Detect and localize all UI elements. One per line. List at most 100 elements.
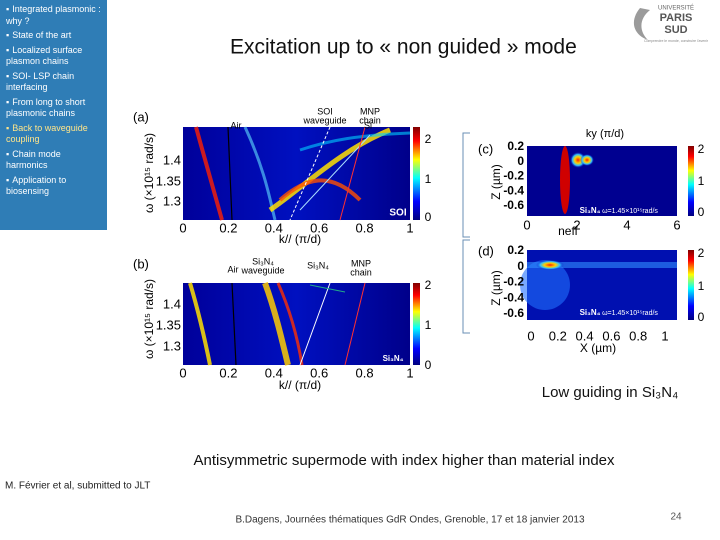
x-tick-label: 6: [673, 217, 680, 232]
curve-label: Si₃N₄: [252, 256, 274, 266]
colorbar-tick-label: 2: [698, 246, 705, 260]
y-tick-label: 0.2: [507, 139, 524, 153]
colorbar-tick-label: 0: [425, 358, 432, 372]
annotation: ω=1.45×10¹⁵rad/s: [602, 208, 658, 215]
x-tick-label: 0: [523, 217, 530, 232]
y-tick-label: -0.6: [503, 198, 524, 212]
curve-label: Air: [228, 264, 239, 274]
x-tick-label: 0.4: [265, 220, 283, 235]
heatmap-a: [183, 126, 420, 221]
colorbar-tick-label: 2: [698, 142, 705, 156]
inset-label: SOI: [389, 208, 406, 219]
y-tick-label: 1.35: [156, 317, 181, 332]
y-tick-label: 0: [517, 259, 524, 273]
logo: UNIVERSITÉ PARIS SUD Comprendre le monde…: [633, 5, 709, 43]
colorbar-tick-label: 0: [698, 205, 705, 219]
panel-label: (c): [478, 141, 493, 156]
logo-text: UNIVERSITÉ: [658, 5, 694, 12]
curve-label: Si: [364, 120, 372, 130]
curve-label: SOI: [317, 106, 333, 116]
reference: M. Février et al, submitted to JLT: [5, 481, 150, 492]
x-tick-label: 0.4: [576, 328, 594, 343]
panel-label: (b): [133, 256, 149, 271]
y-axis-label: ω (×10¹⁵ rad/s): [142, 133, 156, 213]
x-axis-label: k// (π/d): [279, 378, 321, 392]
x-tick-label: 2: [573, 217, 580, 232]
colorbar-tick-label: 0: [698, 310, 705, 324]
colorbar-tick-label: 2: [425, 278, 432, 292]
annotation: ω=1.45×10¹⁵rad/s: [602, 310, 658, 317]
y-tick-label: 1.3: [163, 338, 181, 353]
logo-text: SUD: [664, 24, 687, 36]
logo-text: PARIS: [660, 12, 693, 24]
inset-label: Si₃N₄: [580, 206, 601, 215]
panel-label: (a): [133, 109, 149, 124]
curve-label: waveguide: [302, 115, 346, 125]
heatmap-d: [520, 250, 694, 320]
footer: B.Dagens, Journées thématiques GdR Ondes…: [235, 515, 585, 526]
y-axis-label: Z (µm): [489, 270, 503, 306]
x-tick-label: 0: [527, 328, 534, 343]
colorbar-tick-label: 1: [698, 174, 705, 188]
colorbar-tick-label: 2: [425, 132, 432, 146]
y-axis-label: ω (×10¹⁵ rad/s): [142, 279, 156, 359]
curve-label: chain: [359, 115, 381, 125]
curve-label: chain: [350, 267, 372, 277]
colorbar-tick-label: 1: [425, 318, 432, 332]
outline-item: Application to biosensing: [6, 175, 104, 198]
y-tick-label: -0.2: [503, 275, 524, 289]
y-tick-label: 0: [517, 154, 524, 168]
connector: [309, 132, 470, 334]
y-tick-label: 1.4: [163, 152, 181, 167]
sidebar: Integrated plasmonic : why ? State of th…: [0, 0, 107, 230]
outline-item: SOI- LSP chain interfacing: [6, 71, 104, 94]
y-tick-label: -0.4: [503, 183, 524, 197]
x-tick-label: 1: [406, 365, 413, 380]
x-tick-label: 0.6: [310, 365, 328, 380]
colorbar-tick-label: 1: [698, 279, 705, 293]
curve-label: MNP: [360, 106, 380, 116]
outline-item: Localized surface plasmon chains: [6, 45, 104, 68]
y-tick-label: -0.4: [503, 290, 524, 304]
x-tick-label: 0: [179, 365, 186, 380]
x-tick-label: 0.8: [629, 328, 647, 343]
outline-item: Chain mode harmonics: [6, 149, 104, 172]
inset-label: Si₃N₄: [383, 354, 404, 363]
panel-label: (d): [478, 243, 494, 258]
x-tick-label: 0.8: [356, 220, 374, 235]
x-axis-label: neff: [558, 224, 578, 238]
outline: Integrated plasmonic : why ? State of th…: [6, 4, 104, 198]
y-tick-label: 1.35: [156, 173, 181, 188]
x-tick-label: 0.6: [602, 328, 620, 343]
outline-item: Integrated plasmonic : why ?: [6, 4, 104, 27]
y-tick-label: -0.2: [503, 169, 524, 183]
page-number: 24: [670, 512, 682, 523]
x-tick-label: 0.2: [219, 365, 237, 380]
top-axis-label: ky (π/d): [586, 128, 624, 140]
x-tick-label: 0.2: [219, 220, 237, 235]
x-tick-label: 0.2: [549, 328, 567, 343]
y-tick-label: -0.6: [503, 306, 524, 320]
logo-tagline: Comprendre le monde, construire l'avenir: [644, 39, 709, 43]
y-tick-label: 1.4: [163, 296, 181, 311]
outline-item: State of the art: [6, 30, 104, 42]
colorbar-tick-label: 0: [425, 210, 432, 224]
caption: Low guiding in Si₃N₄: [542, 384, 678, 401]
outline-item: From long to short plasmonic chains: [6, 97, 104, 120]
x-tick-label: 0.6: [310, 220, 328, 235]
x-tick-label: 0: [179, 220, 186, 235]
heatmap-b: [183, 281, 420, 366]
y-axis-label: Z (µm): [489, 164, 503, 200]
x-tick-label: 4: [623, 217, 630, 232]
x-tick-label: 1: [406, 220, 413, 235]
x-axis-label: k// (π/d): [279, 232, 321, 246]
outline-item: Back to waveguide coupling: [6, 123, 104, 146]
heatmap-c: [527, 146, 694, 216]
curve-label: Si₃N₄: [307, 260, 329, 270]
slide-title: Excitation up to « non guided » mode: [230, 36, 577, 59]
curve-label: Air: [231, 120, 242, 130]
curve-label: MNP: [351, 258, 371, 268]
curve-label: waveguide: [240, 265, 284, 275]
